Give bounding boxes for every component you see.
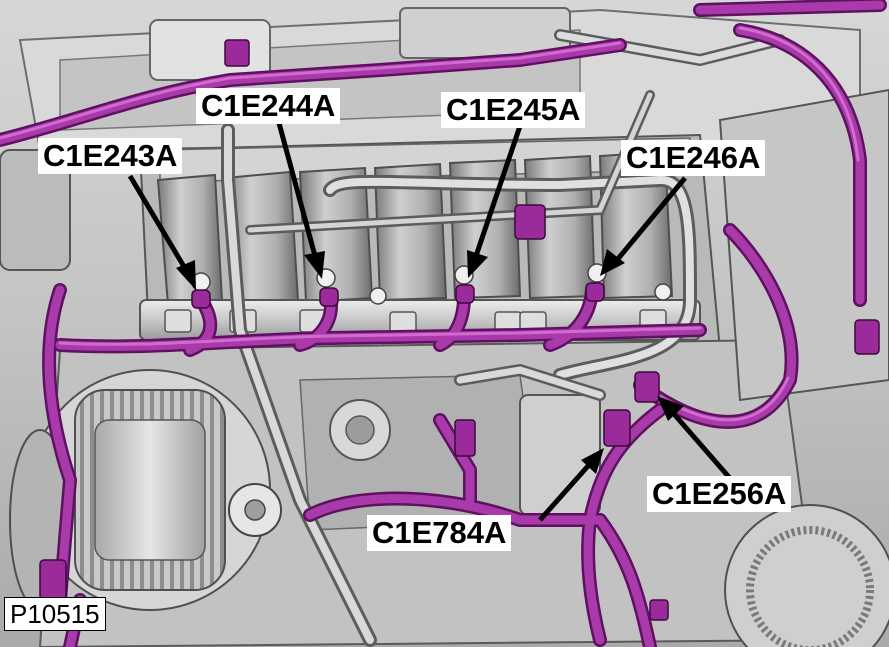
callout-c1e246a: C1E246A	[621, 140, 766, 176]
callout-c1e243a: C1E243A	[38, 138, 183, 174]
callout-c1e256a: C1E256A	[647, 476, 792, 512]
alternator	[9, 369, 282, 611]
figure-reference-id: P10515	[4, 597, 106, 631]
callout-c1e244a: C1E244A	[196, 88, 341, 124]
callout-c1e245a: C1E245A	[441, 92, 586, 128]
callout-c1e784a: C1E784A	[367, 515, 512, 551]
